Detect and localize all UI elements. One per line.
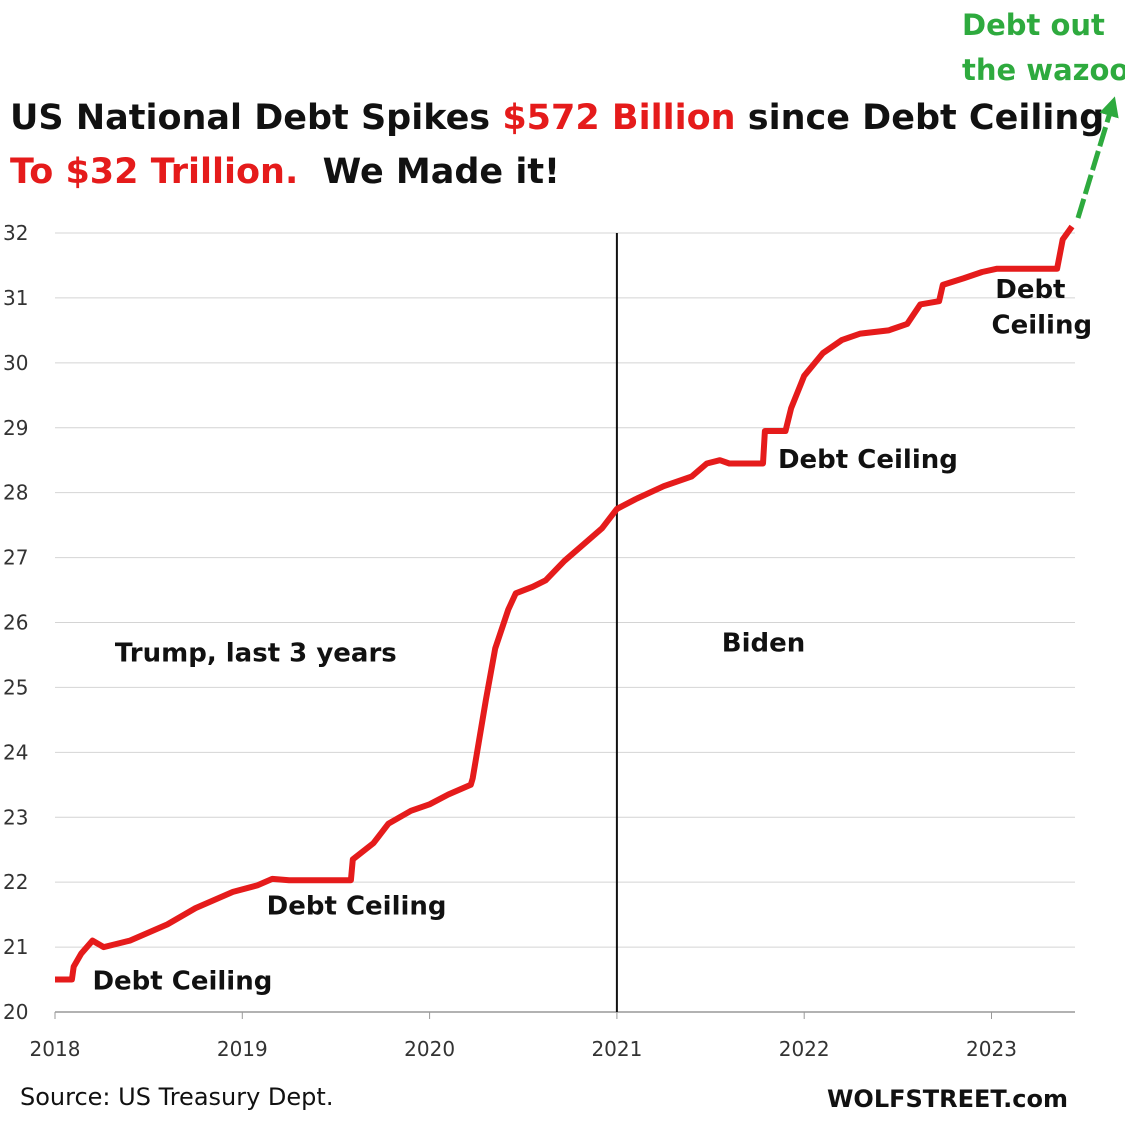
brand-label: WOLFSTREET.com [827, 1085, 1068, 1113]
callout-arrow [1075, 96, 1119, 219]
title-exclaim: We Made it! [322, 152, 561, 192]
annotations: Debt Ceiling Debt Ceiling Trump, last 3 ye… [92, 275, 1092, 996]
annotation-6: Ceiling [992, 311, 1093, 341]
annotation-3: Biden [722, 629, 805, 659]
y-tick-label-20: 20 [3, 1000, 28, 1024]
y-tick-label-32: 32 [3, 221, 28, 245]
debt-series-line [55, 224, 1075, 983]
y-tick-label-23: 23 [3, 805, 28, 829]
annotation-2: Trump, last 3 years [115, 638, 397, 668]
source-note: Source: US Treasury Dept. [20, 1083, 333, 1111]
y-tick-label-25: 25 [3, 675, 28, 699]
annotation-0: Debt Ceiling [92, 966, 272, 996]
chart-title-line-2: To $32 Trillion. We Made it! [10, 152, 560, 192]
x-tick-label-2020: 2020 [404, 1037, 455, 1061]
x-tick-label-2019: 2019 [217, 1037, 268, 1061]
title-part-a: US National Debt Spikes [10, 98, 503, 138]
y-tick-label-24: 24 [3, 740, 28, 764]
y-tick-label-27: 27 [3, 546, 28, 570]
annotation-4: Debt Ceiling [778, 445, 958, 475]
callout-line-1: Debt out [962, 8, 1105, 42]
y-tick-label-21: 21 [3, 935, 28, 959]
y-tick-label-22: 22 [3, 870, 28, 894]
x-tick-label-2018: 2018 [30, 1037, 81, 1061]
title-total: To $32 Trillion. [10, 152, 299, 192]
y-tick-label-26: 26 [3, 611, 28, 635]
callout-line-2: the wazoo [962, 53, 1125, 87]
x-tick-label-2023: 2023 [966, 1037, 1017, 1061]
y-tick-label-29: 29 [3, 416, 28, 440]
x-tick-label-2022: 2022 [779, 1037, 830, 1061]
y-tick-label-31: 31 [3, 286, 28, 310]
grid-lines [55, 232, 1075, 1013]
x-tick-label-2021: 2021 [591, 1037, 642, 1061]
y-tick-label-28: 28 [3, 481, 28, 505]
x-axis: 2018 2019 2020 2021 2022 2023 [30, 1012, 1017, 1061]
chart-title-line-1: US National Debt Spikes $572 Billion sin… [10, 98, 1104, 138]
annotation-5: Debt [995, 275, 1065, 305]
y-tick-label-30: 30 [3, 351, 28, 375]
y-axis: 20 21 22 23 24 25 26 27 28 29 30 31 32 [3, 221, 28, 1024]
annotation-1: Debt Ceiling [267, 892, 447, 922]
title-part-c: since Debt Ceiling [735, 98, 1105, 138]
title-amount: $572 Billion [502, 98, 736, 138]
